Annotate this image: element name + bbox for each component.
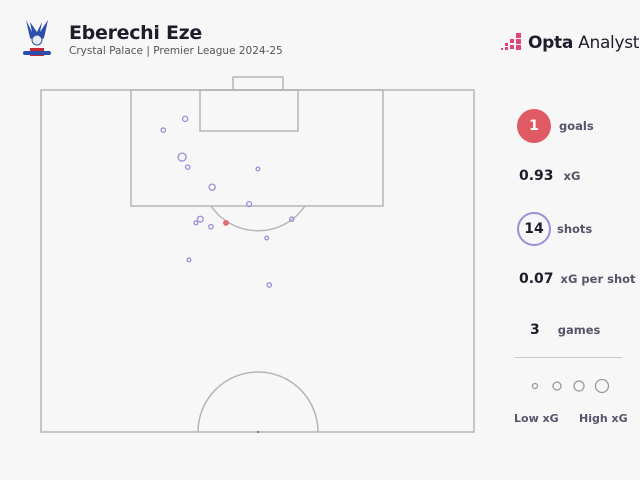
page-subtitle: Crystal Palace | Premier League 2024-25 xyxy=(69,45,283,57)
legend-circle-s xyxy=(552,381,562,391)
shot-marker xyxy=(193,220,199,226)
goals-value: 1 xyxy=(517,109,551,143)
xg-per-shot-value: 0.07 xyxy=(519,271,554,287)
penalty-box xyxy=(130,89,384,207)
goal xyxy=(232,76,284,91)
legend-circle-m xyxy=(573,380,585,392)
shot-marker xyxy=(255,166,261,172)
stat-xg-per-shot: 0.07 xG per shot xyxy=(519,271,636,287)
shot-marker xyxy=(160,127,167,133)
xg-label: xG xyxy=(563,169,581,183)
shot-marker xyxy=(184,164,191,170)
legend-high-label: High xG xyxy=(579,412,628,425)
page-title: Eberechi Eze xyxy=(69,22,202,44)
brand-light: Analyst xyxy=(578,33,640,53)
shot-marker xyxy=(181,115,189,123)
shot-marker xyxy=(288,216,295,223)
brand-bold: Opta xyxy=(528,33,574,53)
centre-spot xyxy=(256,430,260,434)
shot-marker xyxy=(246,200,253,208)
stat-goals: 1 goals xyxy=(517,109,594,143)
shots-value: 14 xyxy=(517,212,551,246)
legend-circle-xs xyxy=(531,382,539,390)
opta-logo-icon xyxy=(501,33,521,50)
shot-marker xyxy=(186,257,192,263)
legend-low-label: Low xG xyxy=(514,412,559,425)
shot-marker xyxy=(208,183,216,191)
shots-layer xyxy=(160,115,295,288)
shot-marker xyxy=(266,282,273,288)
stat-games: 3 games xyxy=(530,322,600,338)
shots-label: shots xyxy=(557,222,593,236)
xg-value: 0.93 xyxy=(519,168,554,184)
xg-per-shot-label: xG per shot xyxy=(560,272,636,286)
shot-marker xyxy=(208,223,214,230)
goal-shot-marker xyxy=(223,220,229,226)
games-value: 3 xyxy=(530,322,540,338)
shot-marker xyxy=(264,235,270,241)
stat-shots: 14 shots xyxy=(517,212,592,246)
legend-circle-l xyxy=(594,378,610,394)
shot-marker xyxy=(196,215,204,223)
stat-xg: 0.93 xG xyxy=(519,168,580,184)
six-yard-box xyxy=(199,89,299,132)
xg-size-legend xyxy=(531,378,610,394)
pitch-outline xyxy=(40,89,475,433)
games-label: games xyxy=(557,323,601,337)
centre-circle xyxy=(197,371,319,433)
divider xyxy=(515,357,622,358)
penalty-arc xyxy=(210,205,306,232)
opta-analyst-logo: Opta Analyst xyxy=(500,33,639,53)
crystal-palace-crest xyxy=(23,20,51,56)
goals-label: goals xyxy=(559,119,594,133)
shot-marker xyxy=(177,152,187,162)
